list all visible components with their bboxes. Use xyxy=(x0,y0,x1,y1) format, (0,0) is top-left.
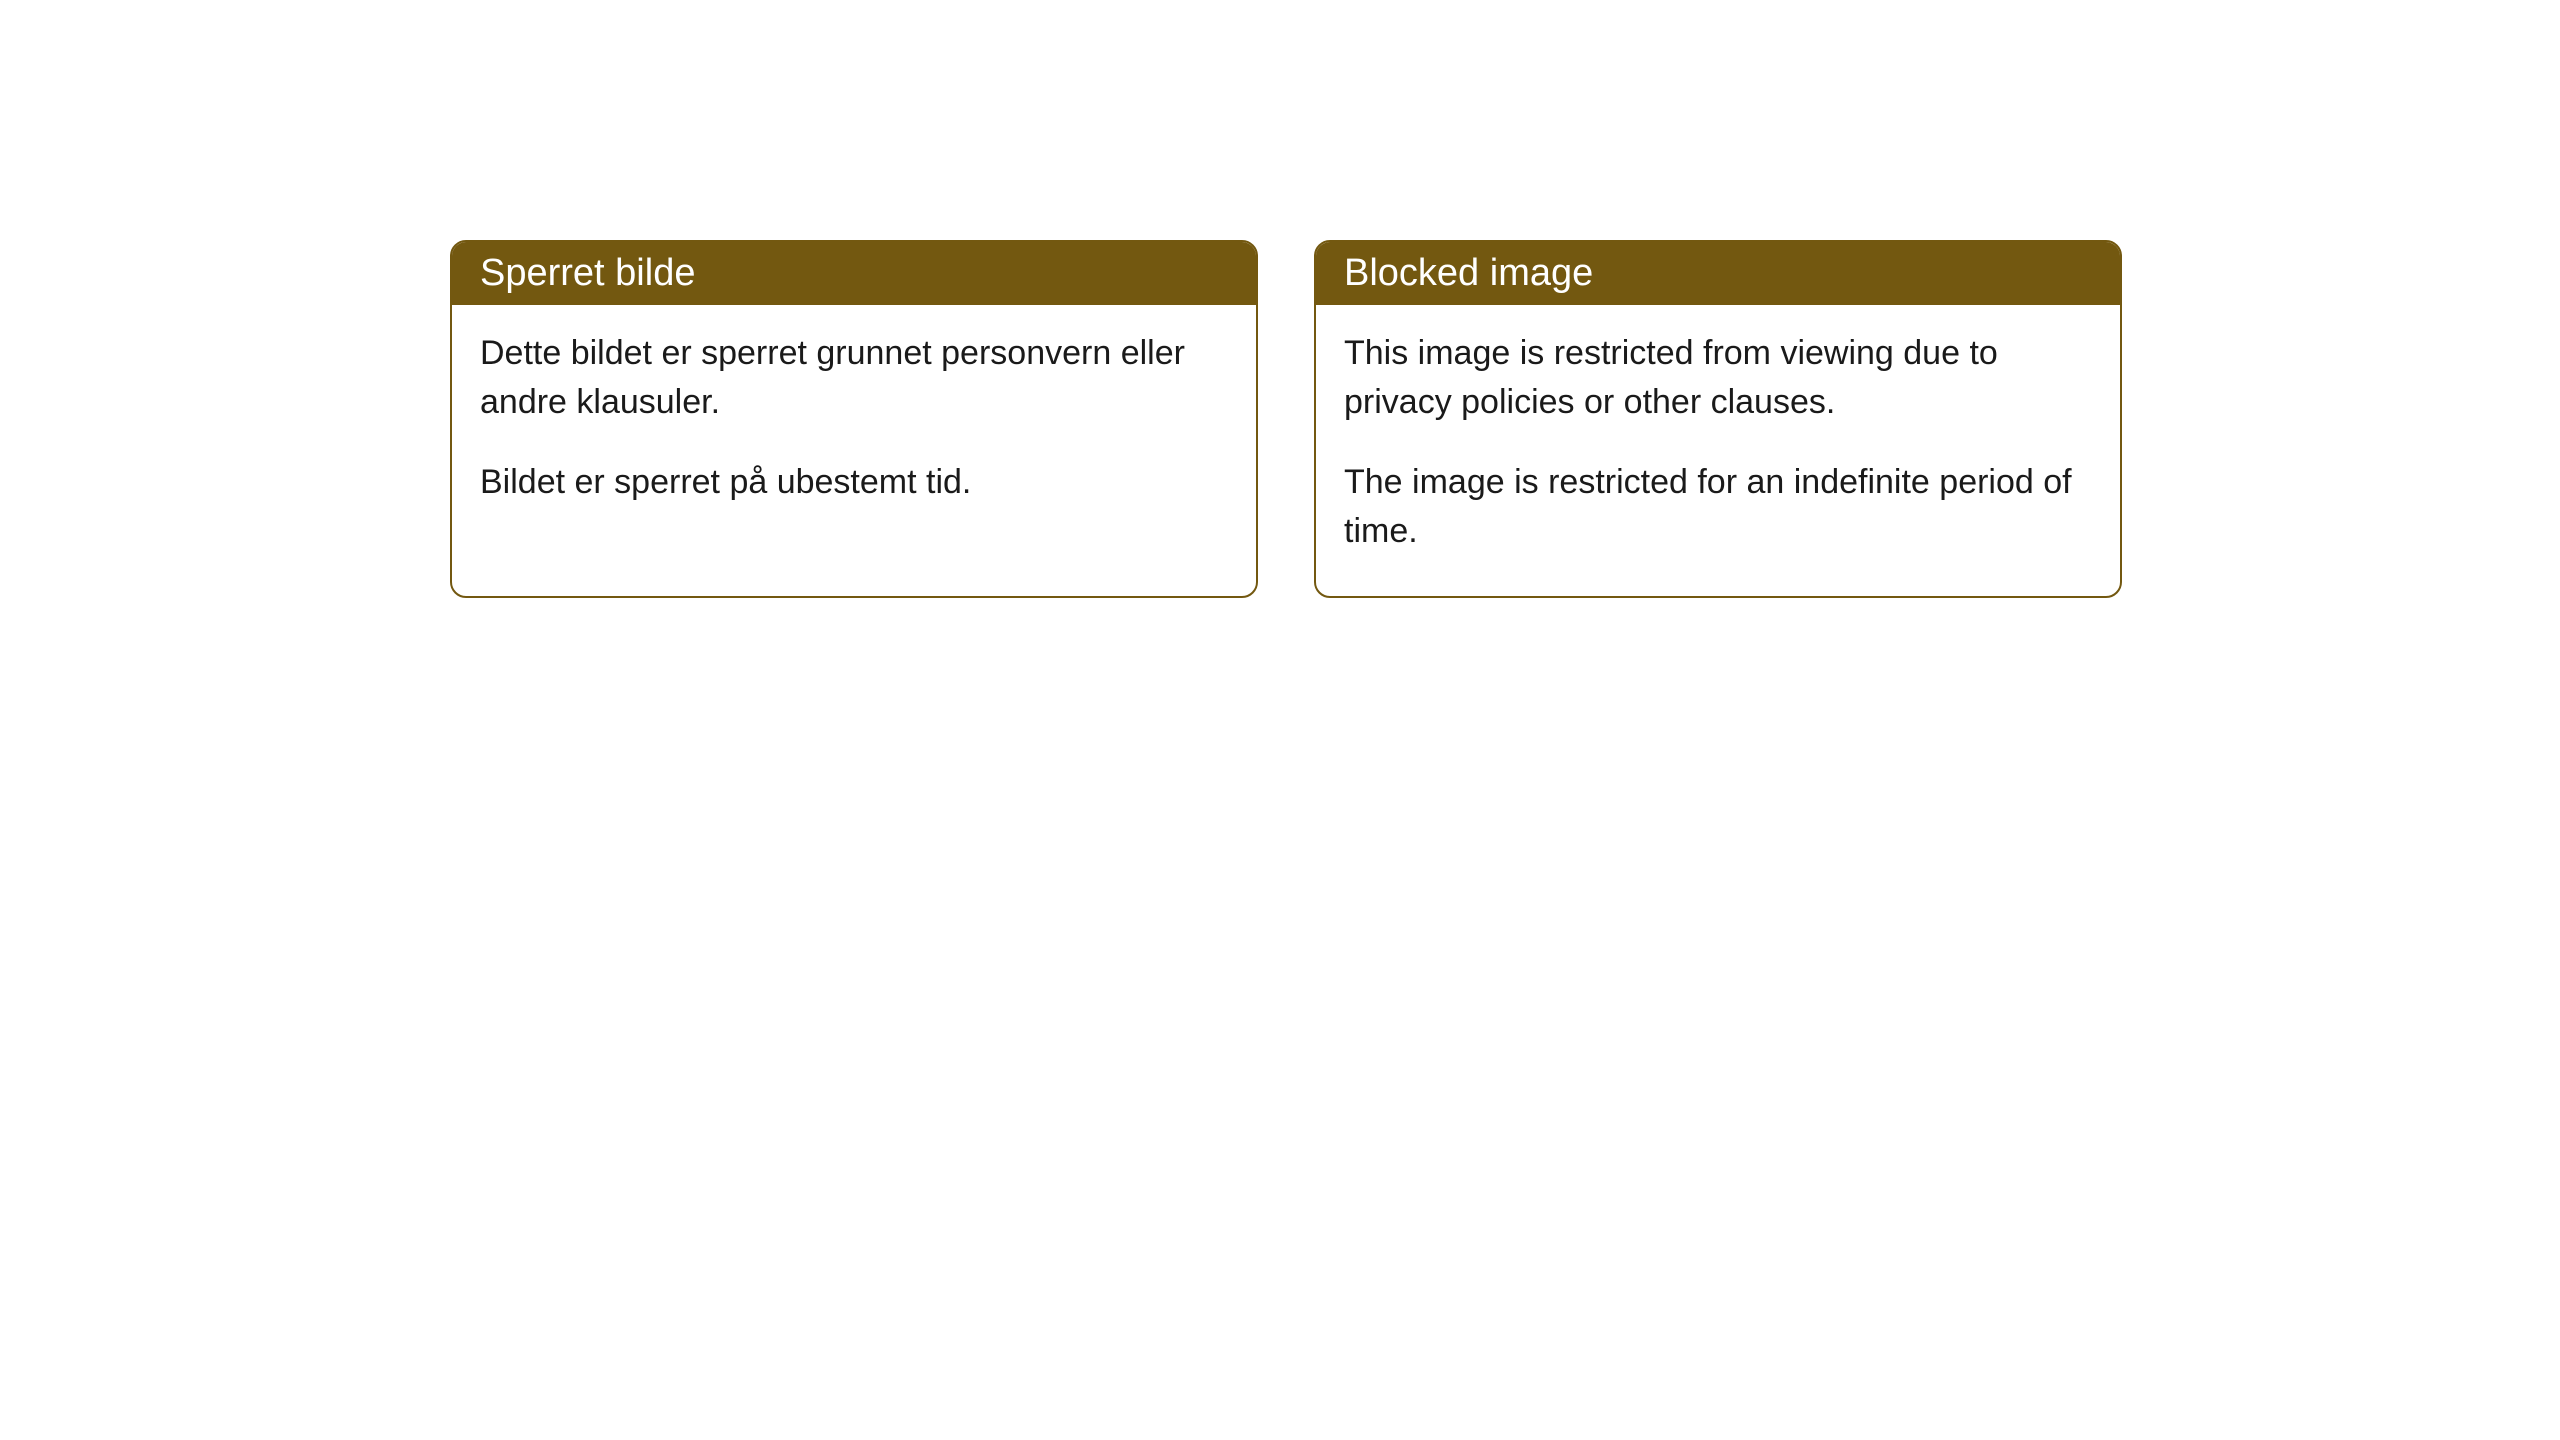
card-title: Blocked image xyxy=(1344,252,1593,294)
card-paragraph: Dette bildet er sperret grunnet personve… xyxy=(480,329,1228,428)
card-header: Sperret bilde xyxy=(452,242,1256,305)
card-header: Blocked image xyxy=(1316,242,2120,305)
card-body: This image is restricted from viewing du… xyxy=(1316,305,2120,596)
card-title: Sperret bilde xyxy=(480,252,695,294)
card-paragraph: Bildet er sperret på ubestemt tid. xyxy=(480,458,1228,507)
notice-card-english: Blocked image This image is restricted f… xyxy=(1314,240,2122,598)
card-paragraph: The image is restricted for an indefinit… xyxy=(1344,458,2092,557)
notice-card-norwegian: Sperret bilde Dette bildet er sperret gr… xyxy=(450,240,1258,598)
card-paragraph: This image is restricted from viewing du… xyxy=(1344,329,2092,428)
notice-cards-container: Sperret bilde Dette bildet er sperret gr… xyxy=(450,240,2122,598)
card-body: Dette bildet er sperret grunnet personve… xyxy=(452,305,1256,547)
